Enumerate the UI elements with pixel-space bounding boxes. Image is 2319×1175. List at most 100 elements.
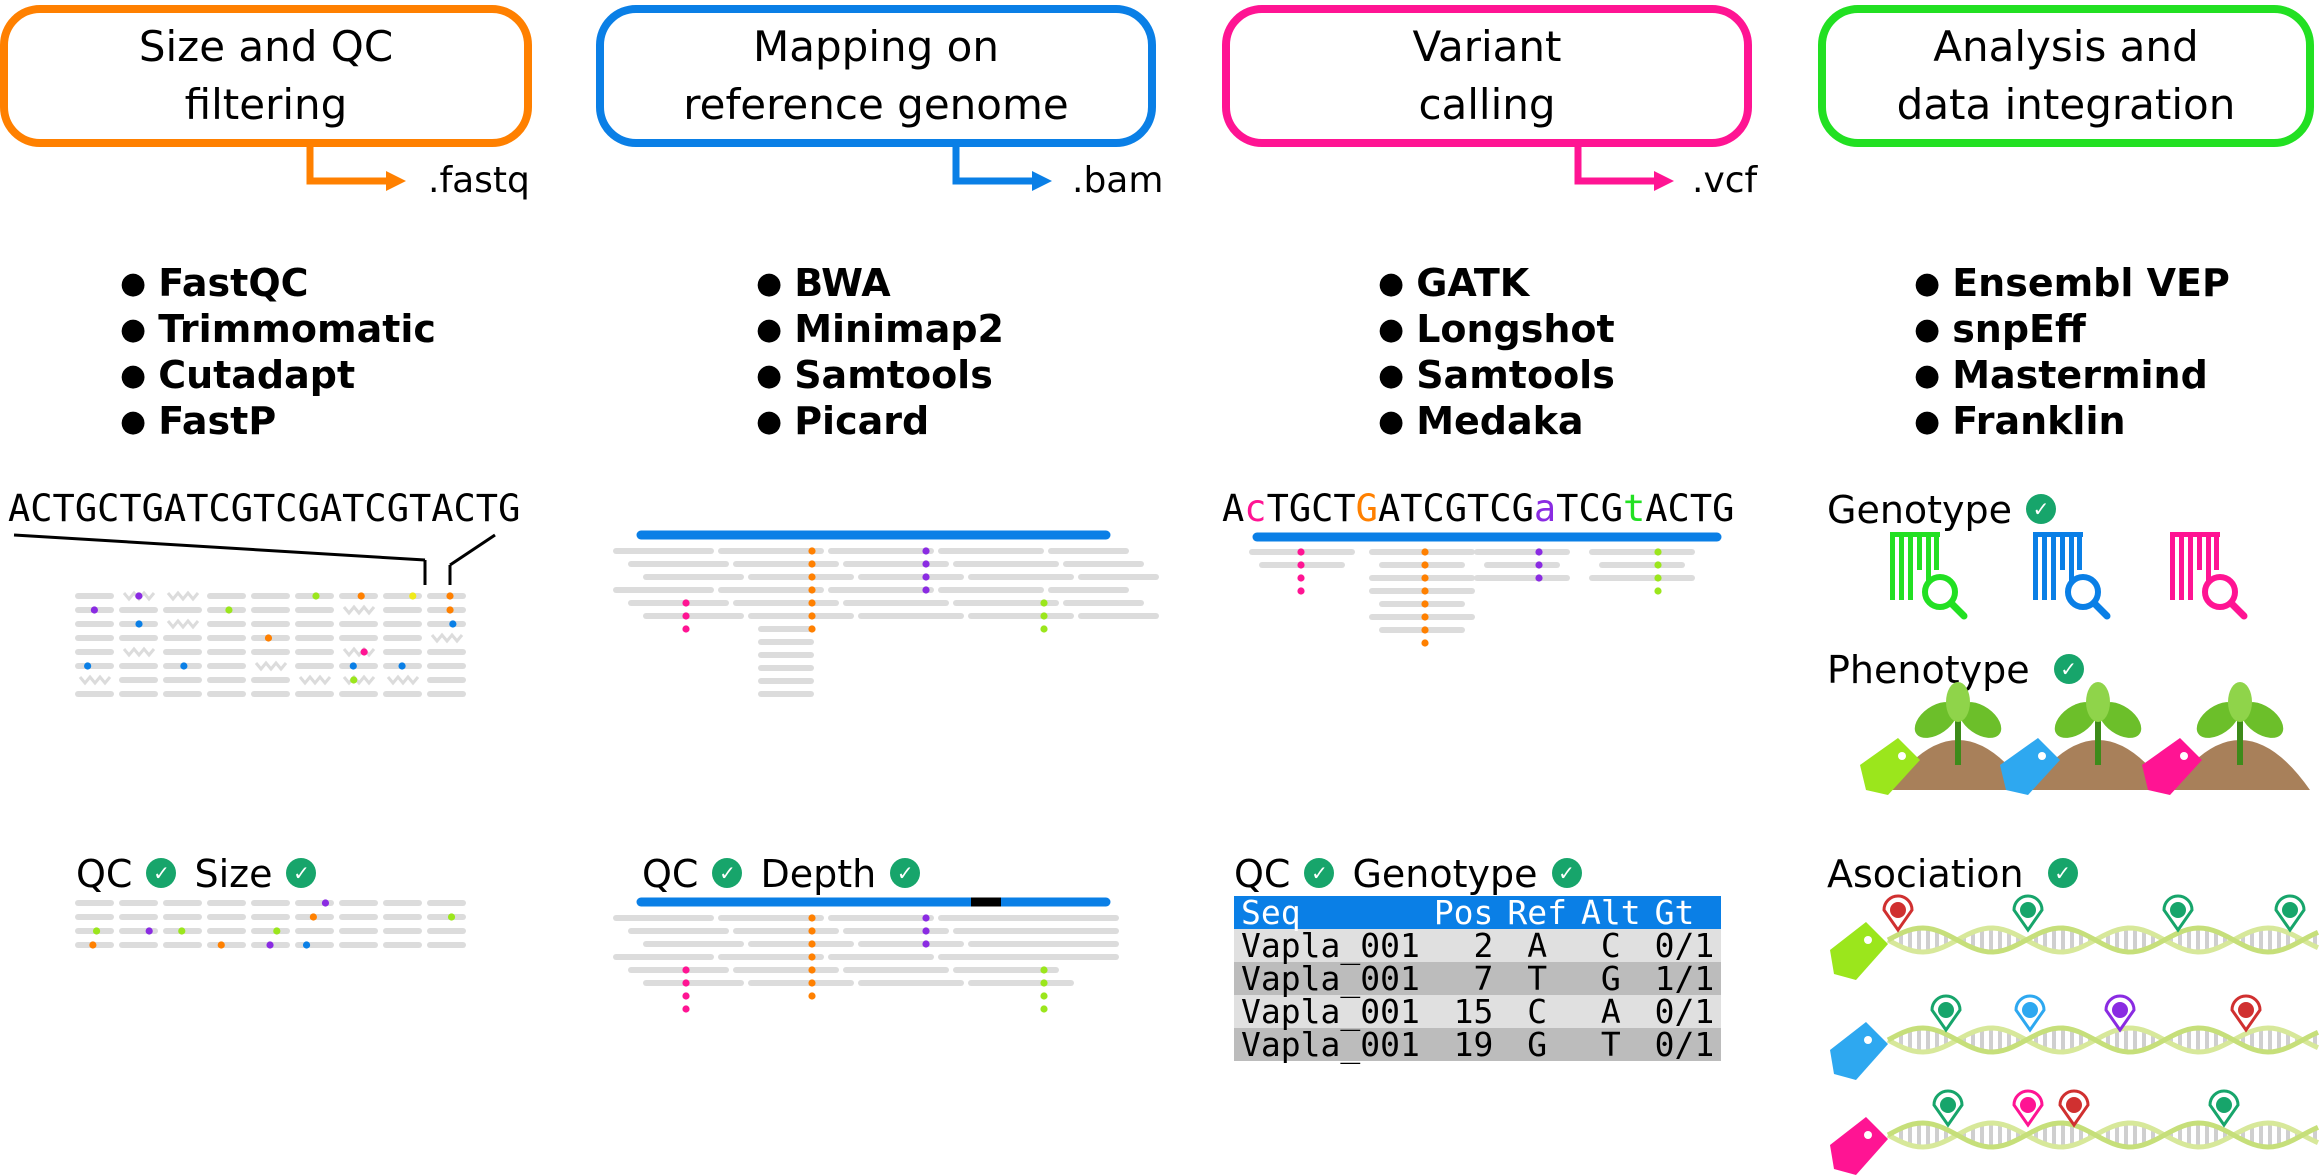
- variant-dot: [309, 913, 317, 921]
- sample-tag-icon: [1830, 922, 1888, 980]
- table-row: Vapla_001 2 A C 0/1: [1234, 929, 1722, 962]
- table-cell: 2: [1426, 929, 1501, 962]
- variant-dot: [682, 979, 690, 987]
- dna-backbone: [1886, 1025, 2319, 1055]
- variant-dot: [447, 913, 456, 921]
- plant-tag-icon: [2000, 682, 2168, 795]
- table-cell: 1/1: [1647, 962, 1722, 995]
- tool-item: snpEff: [1914, 308, 2230, 354]
- association-section-label: Asociation ✓: [1827, 852, 2096, 896]
- variant-dot: [1040, 612, 1048, 620]
- tool-item: Trimmomatic: [120, 308, 436, 354]
- tool-item: Franklin: [1914, 400, 2230, 446]
- variant-dot: [264, 634, 273, 642]
- pin-badge: [2282, 902, 2298, 918]
- plant-leaf: [2228, 682, 2252, 722]
- stage-qc-column: Size and QC filtering .fastq FastQC Trim…: [0, 0, 560, 1175]
- barcode-bar: [2077, 532, 2082, 570]
- variant-dot: [312, 592, 320, 600]
- table-cell: Vapla_001: [1234, 929, 1427, 962]
- table-cell: A: [1574, 995, 1648, 1028]
- plant-leaf: [2098, 702, 2142, 738]
- sequence-segment: G: [1355, 487, 1378, 530]
- barcode-bar: [2060, 532, 2065, 570]
- magnifier-lens: [2202, 574, 2238, 610]
- variant-dot: [1654, 561, 1662, 569]
- trimmed-read: [386, 674, 420, 686]
- pin-badge: [1940, 1097, 1956, 1113]
- variant-dot: [922, 927, 930, 935]
- tool-item: GATK: [1378, 262, 1615, 308]
- barcode-bar: [1917, 532, 1922, 570]
- variant-dot: [1040, 1005, 1048, 1013]
- plant-leaf: [1946, 682, 1970, 722]
- check-icon: ✓: [146, 857, 177, 888]
- table-cell: Vapla_001: [1234, 962, 1427, 995]
- pin-badge: [2112, 1002, 2128, 1018]
- check-icon: ✓: [2053, 653, 2084, 684]
- dna-backbone: [1886, 1120, 2319, 1150]
- barcode-bar: [1899, 532, 1904, 600]
- variant-dot: [1040, 992, 1048, 1000]
- sequence-segment: TGCT: [1266, 487, 1356, 530]
- table-cell: A: [1500, 929, 1575, 962]
- annotation-pin-icon: [1882, 894, 1914, 933]
- variant-dot: [922, 560, 930, 568]
- pin-badge: [2022, 1002, 2038, 1018]
- annotation-pin-icon: [2058, 1089, 2090, 1128]
- stage-analysis-box: Analysis and data integration: [1818, 5, 2314, 147]
- table-header: Pos: [1426, 896, 1501, 929]
- genotype-table: Seq Pos Ref Alt Gt Vapla_001 2 A C 0/1 V…: [1234, 896, 1722, 1061]
- variant-dot: [1421, 639, 1429, 647]
- variant-dot: [1040, 625, 1048, 633]
- variant-dot: [1421, 613, 1429, 621]
- var-qc-label: QC: [1234, 852, 1291, 896]
- variant-dot: [808, 992, 816, 1000]
- tool-item: Samtools: [1378, 354, 1615, 400]
- trimmed-read: [78, 674, 112, 686]
- variant-dot: [1421, 626, 1429, 634]
- stage-map-box: Mapping on reference genome: [596, 5, 1156, 147]
- stage-map-title: Mapping on reference genome: [683, 22, 1069, 129]
- tag-shape: [1830, 1022, 1888, 1080]
- variant-dot: [1421, 574, 1429, 582]
- table-cell: 0/1: [1647, 995, 1722, 1028]
- variant-dot: [922, 586, 930, 594]
- table-header: Alt: [1574, 896, 1648, 929]
- variant-dot: [1654, 574, 1662, 582]
- phenotype-section-label: Phenotype ✓: [1827, 648, 2102, 692]
- variant-dot: [350, 676, 358, 684]
- variant-dot: [682, 966, 690, 974]
- stage-analysis-tools: Ensembl VEP snpEff Mastermind Franklin: [1914, 262, 2230, 446]
- barcode-bar: [1934, 532, 1939, 570]
- pin-badge: [1890, 902, 1906, 918]
- trimmed-read: [166, 590, 200, 602]
- qc-reference-sequence: ACTGCTGATCGTCGATCGTACTG: [8, 487, 521, 530]
- tool-item: Picard: [756, 400, 1004, 446]
- dna-backbone: [1886, 925, 2319, 955]
- variant-dot: [1297, 548, 1305, 556]
- tag-shape: [2000, 738, 2060, 795]
- var-caption: QC ✓ Genotype ✓: [1234, 852, 1600, 896]
- table-cell: 15: [1426, 995, 1501, 1028]
- table-cell: C: [1574, 929, 1648, 962]
- barcode-search-icon: [2033, 532, 2111, 620]
- variant-dot: [84, 662, 92, 670]
- tag-hole: [1864, 1131, 1872, 1139]
- table-row: Vapla_001 19 G T 0/1: [1234, 1028, 1722, 1061]
- map-caption: QC ✓ Depth ✓: [642, 852, 938, 896]
- pin-badge: [2216, 1097, 2232, 1113]
- table-header: Gt: [1647, 896, 1722, 929]
- annotation-pin-icon: [1932, 1089, 1964, 1128]
- tool-item: FastQC: [120, 262, 436, 308]
- table-cell: 0/1: [1647, 929, 1722, 962]
- variant-pileup: [1249, 532, 1722, 647]
- stage-analysis-title: Analysis and data integration: [1896, 22, 2236, 129]
- barcode-bar: [1926, 532, 1931, 600]
- variant-dot: [302, 941, 311, 949]
- genotype-caption-label: Genotype: [1352, 852, 1538, 896]
- table-header: Seq: [1234, 896, 1427, 929]
- variant-dot: [808, 940, 816, 948]
- map-alignment: [613, 530, 1159, 1013]
- barcode-bar: [2042, 532, 2047, 600]
